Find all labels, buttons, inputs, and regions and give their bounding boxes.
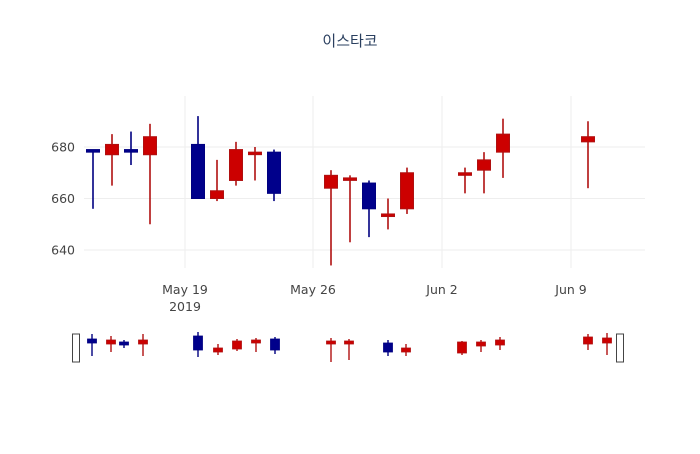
candlestick[interactable] [86,149,100,209]
candle-body [267,151,281,194]
mini-candle-body [193,335,203,351]
mini-candle-body [383,342,393,353]
candle-body [400,172,414,210]
x-tick-label: May 19 [162,282,208,297]
mini-candlestick[interactable] [583,334,593,350]
mini-candlestick[interactable] [602,333,612,355]
y-tick-label: 640 [51,243,75,258]
mini-candlestick[interactable] [270,337,280,354]
mini-candlestick[interactable] [193,332,203,357]
x-tick-label: Jun 2 [425,282,457,297]
candlestick[interactable] [381,198,395,230]
candlestick[interactable] [458,167,472,194]
mini-candle-body [476,341,486,347]
mini-candlestick[interactable] [251,338,261,352]
y-axis-tick-labels: 640 660 680 [51,140,75,258]
mini-candle-body [401,347,411,353]
candle-body [105,143,119,156]
x-axis-tick-labels: May 19 2019 May 26 Jun 2 Jun 9 [162,282,587,314]
candle-body [343,177,357,181]
candlestick[interactable] [496,118,510,178]
mini-candlestick[interactable] [401,344,411,356]
candle-body [229,149,243,181]
candle-body [124,149,138,153]
mini-candlestick[interactable] [383,340,393,356]
candle-body [210,190,224,199]
range-selector-handles[interactable] [72,333,624,363]
mini-candlestick[interactable] [344,339,354,360]
mini-candlestick[interactable] [106,336,116,352]
mini-candlestick[interactable] [213,344,223,355]
mini-candlestick[interactable] [457,341,467,355]
mini-candle-body [106,339,116,345]
candlestick[interactable] [362,180,376,238]
mini-candle-body [326,340,336,345]
mini-candlestick[interactable] [326,338,336,362]
candlestick[interactable] [248,147,262,181]
candle-body [496,133,510,153]
candlestick[interactable] [229,141,243,186]
mini-candle-body [119,341,129,346]
candlestick[interactable] [210,159,224,202]
mini-candle-body [87,338,97,344]
y-tick-label: 660 [51,191,75,206]
mini-candlestick[interactable] [119,340,129,348]
candle-body [86,149,100,153]
mini-candlestick[interactable] [87,334,97,356]
mini-candle-body [213,347,223,353]
candle-body [362,182,376,210]
x-tick-year-label: 2019 [169,299,201,314]
range-selector-mini-chart[interactable] [87,332,612,362]
mini-candle-body [232,340,242,350]
candle-body [248,151,262,156]
candlestick[interactable] [343,175,357,243]
x-tick-label: May 26 [290,282,336,297]
candle-body [191,143,205,200]
range-handle-right[interactable] [616,333,624,363]
candle-body [477,159,491,171]
candlestick-series[interactable] [86,116,595,266]
mini-candlestick[interactable] [476,340,486,352]
candle-body [581,136,595,143]
candlestick[interactable] [400,167,414,214]
mini-candlestick[interactable] [138,334,148,356]
mini-candle-body [138,339,148,345]
candle-body [324,174,338,189]
y-tick-label: 680 [51,140,75,155]
candle-body [143,136,157,156]
page-title: 이스타코 [322,32,377,50]
candlestick[interactable] [477,152,491,194]
mini-candle-body [495,339,505,346]
candle-body [458,172,472,176]
candlestick[interactable] [581,121,595,189]
range-handle-left[interactable] [72,333,80,363]
mini-candle-body [583,336,593,345]
x-tick-label: Jun 9 [554,282,587,297]
candlestick[interactable] [324,170,338,266]
mini-candle-body [602,337,612,344]
mini-candlestick[interactable] [495,337,505,350]
mini-candle-body [344,340,354,345]
candlestick[interactable] [267,149,281,202]
candlestick[interactable] [191,116,205,200]
candlestick[interactable] [124,131,138,166]
mini-candlestick[interactable] [232,339,242,351]
candlestick[interactable] [143,123,157,225]
mini-candle-body [270,338,280,351]
mini-candle-body [457,341,467,354]
mini-candle-body [251,339,261,344]
candlestick[interactable] [105,134,119,186]
candle-body [381,213,395,218]
